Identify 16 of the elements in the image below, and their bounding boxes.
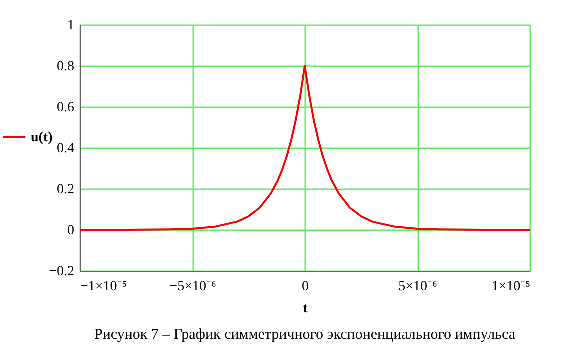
y-tick-label: 0.6: [57, 100, 74, 116]
x-tick-label: −5×10⁻⁶: [170, 280, 216, 294]
text: Рисунок 7 – График симметричного экспоненциального импульса: [94, 327, 516, 343]
y-tick-label: −0.2: [49, 264, 74, 280]
x-tick-label: 0: [302, 280, 309, 294]
x-axis-title: t: [303, 302, 308, 316]
y-tick-label: 0.8: [57, 60, 74, 74]
y-tick-label: 0.2: [57, 182, 74, 198]
x-tick-label: 5×10⁻⁶: [398, 280, 438, 294]
x-tick-label: −1×10⁻⁵: [80, 280, 128, 294]
y-tick-label: 1: [68, 18, 74, 34]
y-tick-label: 0: [68, 224, 74, 238]
x-tick-label: 1×10⁻⁵: [492, 280, 531, 294]
legend-label: u(t): [31, 130, 54, 146]
y-tick-label: 0.4: [57, 142, 74, 156]
line-series: [79, 65, 531, 231]
